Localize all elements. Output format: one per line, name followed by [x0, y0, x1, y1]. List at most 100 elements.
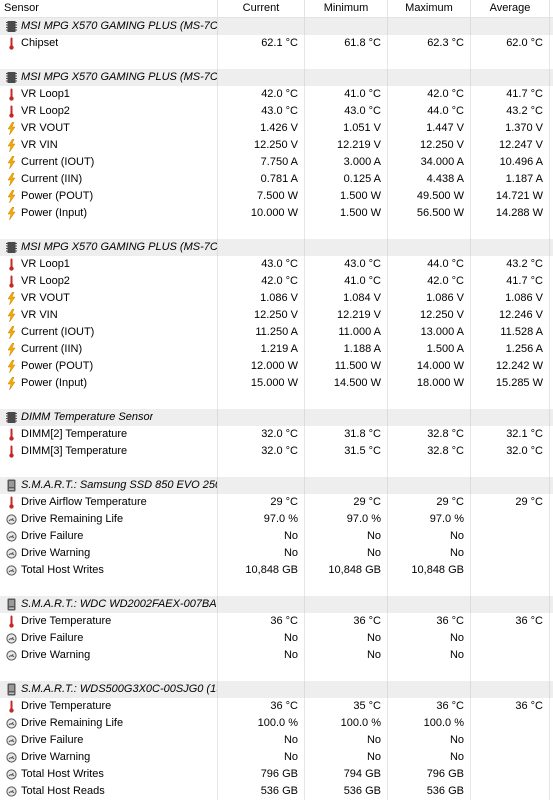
sensor-row[interactable]: Drive Remaining Life 97.0 % 97.0 % 97.0 %	[0, 511, 553, 528]
sensor-row[interactable]: Drive Temperature 36 °C 35 °C 36 °C 36 °C	[0, 698, 553, 715]
sensor-current-value: 536 GB	[218, 783, 305, 800]
sensor-maximum-value: 536 GB	[388, 783, 471, 800]
group-empty-cell	[388, 409, 471, 426]
sensor-row[interactable]: Drive Failure No No No	[0, 528, 553, 545]
group-empty-cell	[471, 18, 550, 35]
sensor-row[interactable]: Current (IIN) 1.219 A 1.188 A 1.500 A 1.256 …	[0, 341, 553, 358]
sensor-minimum-value: No	[305, 545, 388, 562]
sensor-minimum-value: No	[305, 749, 388, 766]
sensor-row[interactable]: VR VIN 12.250 V 12.219 V 12.250 V 12.246 V	[0, 307, 553, 324]
sensor-maximum-value: 10,848 GB	[388, 562, 471, 579]
gauge-icon	[6, 768, 17, 781]
sensor-current-value: 7.500 W	[218, 188, 305, 205]
sensor-row[interactable]: VR Loop1 42.0 °C 41.0 °C 42.0 °C 41.7 °C	[0, 86, 553, 103]
sensor-row[interactable]: Current (IIN) 0.781 A 0.125 A 4.438 A 1.187 …	[0, 171, 553, 188]
col-average[interactable]: Average	[471, 0, 550, 17]
sensor-name-cell: Total Host Writes	[0, 766, 218, 783]
sensor-row[interactable]: VR Loop1 43.0 °C 43.0 °C 44.0 °C 43.2 °C	[0, 256, 553, 273]
spacer-row	[0, 460, 553, 477]
sensor-maximum-value: 44.0 °C	[388, 103, 471, 120]
sensor-average-value: 36 °C	[471, 613, 550, 630]
sensor-name-cell: VR Loop1	[0, 86, 218, 103]
sensor-row[interactable]: Current (IOUT) 11.250 A 11.000 A 13.000 A 11…	[0, 324, 553, 341]
group-name-cell: MSI MPG X570 GAMING PLUS (MS-7C37...	[0, 69, 218, 86]
sensor-group-header[interactable]: S.M.A.R.T.: Samsung SSD 850 EVO 250...	[0, 477, 553, 494]
lightning-icon	[6, 207, 17, 220]
sensor-row[interactable]: VR VOUT 1.426 V 1.051 V 1.447 V 1.370 V	[0, 120, 553, 137]
sensor-average-value: 1.086 V	[471, 290, 550, 307]
sensor-row[interactable]: Drive Warning No No No	[0, 749, 553, 766]
sensor-name-cell: Drive Warning	[0, 647, 218, 664]
sensor-name: VR Loop2	[21, 105, 70, 117]
sensor-name: Total Host Writes	[21, 564, 104, 576]
sensor-name-cell: Current (IIN)	[0, 171, 218, 188]
sensor-name: Current (IIN)	[21, 173, 83, 185]
sensor-name: Drive Temperature	[21, 615, 112, 627]
group-empty-cell	[388, 239, 471, 256]
lightning-icon	[6, 309, 17, 322]
gauge-icon	[6, 734, 17, 747]
spacer-cell	[388, 460, 471, 477]
sensor-name-cell: Drive Temperature	[0, 698, 218, 715]
sensor-row[interactable]: Current (IOUT) 7.750 A 3.000 A 34.000 A 10.4…	[0, 154, 553, 171]
sensor-name-cell: VR Loop2	[0, 273, 218, 290]
sensor-row[interactable]: DIMM[2] Temperature 32.0 °C 31.8 °C 32.8 °C…	[0, 426, 553, 443]
sensor-row[interactable]: DIMM[3] Temperature 32.0 °C 31.5 °C 32.8 °C…	[0, 443, 553, 460]
group-empty-cell	[305, 409, 388, 426]
sensor-row[interactable]: Drive Failure No No No	[0, 732, 553, 749]
sensor-row[interactable]: Power (POUT) 12.000 W 11.500 W 14.000 W 12.2…	[0, 358, 553, 375]
sensor-row[interactable]: VR VIN 12.250 V 12.219 V 12.250 V 12.247 V	[0, 137, 553, 154]
sensor-row[interactable]: Drive Remaining Life 100.0 % 100.0 % 100.0 …	[0, 715, 553, 732]
sensor-minimum-value: 10,848 GB	[305, 562, 388, 579]
sensor-row[interactable]: Power (Input) 10.000 W 1.500 W 56.500 W 14.2…	[0, 205, 553, 222]
sensor-name: Power (POUT)	[21, 360, 94, 372]
spacer-cell	[388, 664, 471, 681]
sensor-row[interactable]: Drive Temperature 36 °C 36 °C 36 °C 36 °C	[0, 613, 553, 630]
thermometer-icon	[6, 496, 17, 509]
sensor-row[interactable]: Power (POUT) 7.500 W 1.500 W 49.500 W 14.721…	[0, 188, 553, 205]
sensor-row[interactable]: Total Host Writes 10,848 GB 10,848 GB 10,84…	[0, 562, 553, 579]
sensor-row[interactable]: Total Host Writes 796 GB 794 GB 796 GB	[0, 766, 553, 783]
spacer-cell	[218, 52, 305, 69]
sensor-average-value: 29 °C	[471, 494, 550, 511]
sensor-row[interactable]: VR Loop2 43.0 °C 43.0 °C 44.0 °C 43.2 °C	[0, 103, 553, 120]
sensor-row[interactable]: Power (Input) 15.000 W 14.500 W 18.000 W 15.…	[0, 375, 553, 392]
thermometer-icon	[6, 615, 17, 628]
sensor-name: Drive Airflow Temperature	[21, 496, 147, 508]
sensor-current-value: 36 °C	[218, 613, 305, 630]
sensor-group-header[interactable]: MSI MPG X570 GAMING PLUS (MS-7C37...	[0, 18, 553, 35]
sensor-name-cell: Current (IOUT)	[0, 154, 218, 171]
col-sensor[interactable]: Sensor	[0, 0, 218, 17]
sensor-group-header[interactable]: DIMM Temperature Sensor	[0, 409, 553, 426]
sensor-row[interactable]: VR VOUT 1.086 V 1.084 V 1.086 V 1.086 V	[0, 290, 553, 307]
group-empty-cell	[218, 18, 305, 35]
sensor-minimum-value: 43.0 °C	[305, 103, 388, 120]
sensor-name: Power (Input)	[21, 377, 88, 389]
sensor-current-value: No	[218, 647, 305, 664]
group-empty-cell	[218, 477, 305, 494]
col-minimum[interactable]: Minimum	[305, 0, 388, 17]
sensor-group-header[interactable]: MSI MPG X570 GAMING PLUS (MS-7C37...	[0, 239, 553, 256]
sensor-row[interactable]: Drive Airflow Temperature 29 °C 29 °C 29 °C…	[0, 494, 553, 511]
col-current[interactable]: Current	[218, 0, 305, 17]
sensor-average-value	[471, 783, 550, 800]
sensor-maximum-value: 36 °C	[388, 698, 471, 715]
group-title: S.M.A.R.T.: Samsung SSD 850 EVO 250...	[21, 479, 217, 491]
thermometer-icon	[6, 105, 17, 118]
sensor-group-header[interactable]: MSI MPG X570 GAMING PLUS (MS-7C37...	[0, 69, 553, 86]
sensor-row[interactable]: Drive Failure No No No	[0, 630, 553, 647]
sensor-group-header[interactable]: S.M.A.R.T.: WDC WD2002FAEX-007BA0...	[0, 596, 553, 613]
sensor-row[interactable]: Drive Warning No No No	[0, 647, 553, 664]
sensor-row[interactable]: Drive Warning No No No	[0, 545, 553, 562]
sensor-name-cell: VR Loop2	[0, 103, 218, 120]
sensor-maximum-value: 1.447 V	[388, 120, 471, 137]
sensor-average-value: 32.0 °C	[471, 443, 550, 460]
sensor-group-header[interactable]: S.M.A.R.T.: WDS500G3X0C-00SJG0 (19...	[0, 681, 553, 698]
sensor-row[interactable]: VR Loop2 42.0 °C 41.0 °C 42.0 °C 41.7 °C	[0, 273, 553, 290]
col-maximum[interactable]: Maximum	[388, 0, 471, 17]
spacer-cell	[471, 222, 550, 239]
sensor-row[interactable]: Total Host Reads 536 GB 536 GB 536 GB	[0, 783, 553, 800]
sensor-maximum-value: 1.086 V	[388, 290, 471, 307]
spacer-cell	[471, 392, 550, 409]
sensor-row[interactable]: Chipset 62.1 °C 61.8 °C 62.3 °C 62.0 °C	[0, 35, 553, 52]
